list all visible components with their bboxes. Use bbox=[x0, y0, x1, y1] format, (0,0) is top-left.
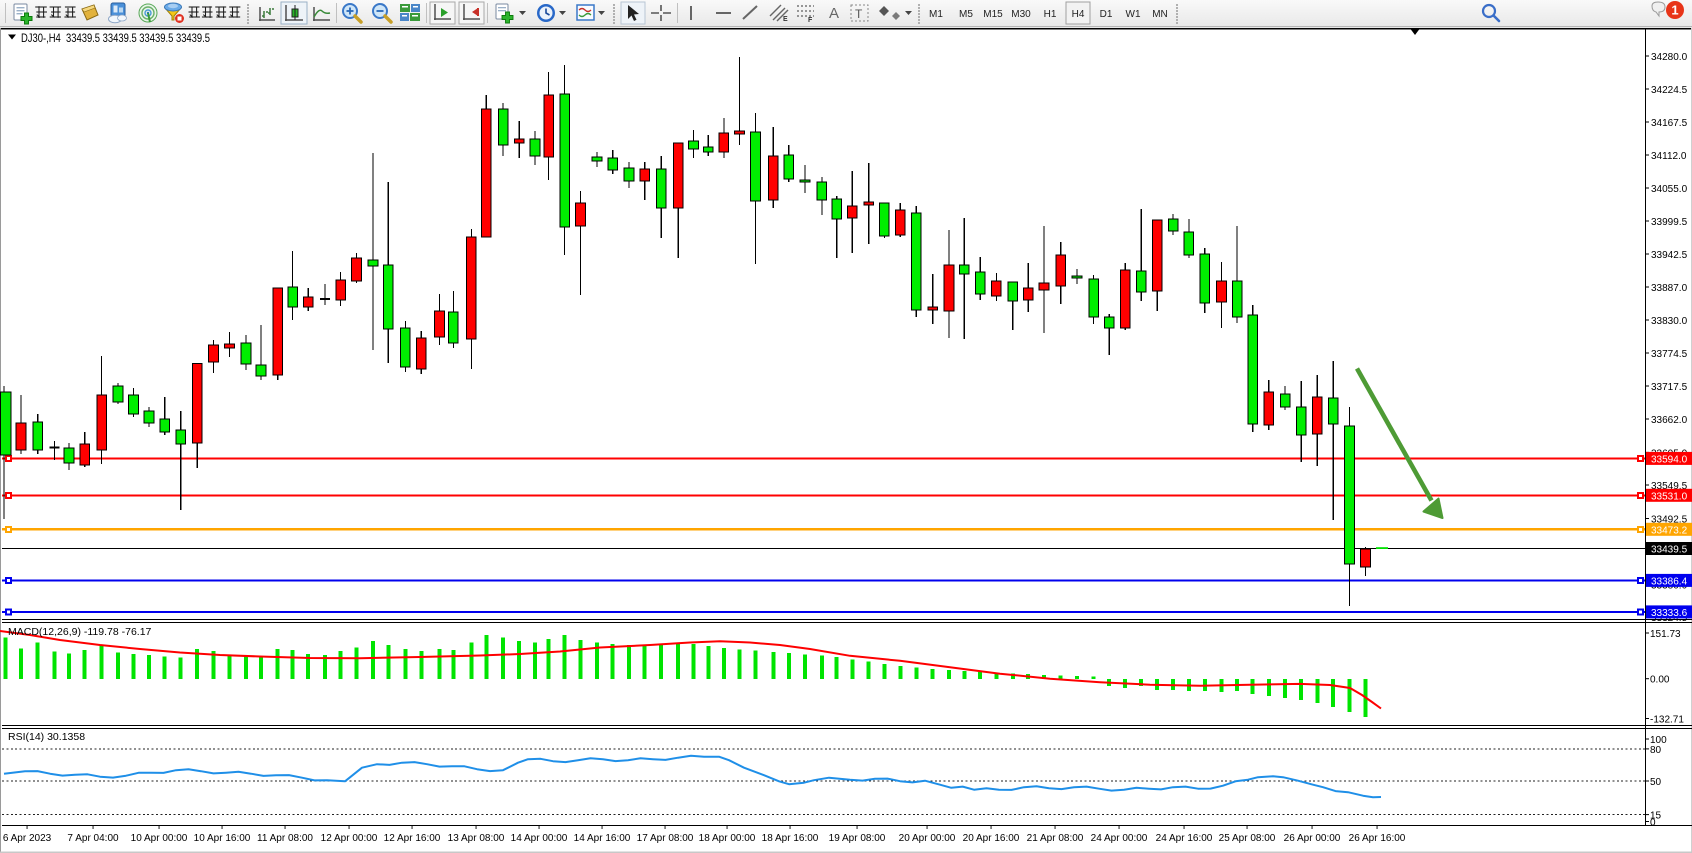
svg-text:24 Apr 00:00: 24 Apr 00:00 bbox=[1091, 833, 1148, 844]
svg-text:33774.5: 33774.5 bbox=[1651, 349, 1688, 360]
svg-text:33473.2: 33473.2 bbox=[1651, 525, 1688, 536]
svg-text:19 Apr 08:00: 19 Apr 08:00 bbox=[829, 833, 886, 844]
svg-text:W1: W1 bbox=[1126, 9, 1141, 20]
svg-text:10 Apr 00:00: 10 Apr 00:00 bbox=[131, 833, 188, 844]
svg-text:11 Apr 08:00: 11 Apr 08:00 bbox=[257, 833, 313, 844]
svg-text:M5: M5 bbox=[959, 9, 973, 20]
svg-text:6 Apr 2023: 6 Apr 2023 bbox=[3, 833, 52, 844]
svg-text:34167.5: 34167.5 bbox=[1651, 118, 1688, 129]
svg-text:13 Apr 08:00: 13 Apr 08:00 bbox=[448, 833, 505, 844]
svg-text:18 Apr 16:00: 18 Apr 16:00 bbox=[762, 833, 819, 844]
svg-text:26 Apr 16:00: 26 Apr 16:00 bbox=[1349, 833, 1406, 844]
svg-text:34224.5: 34224.5 bbox=[1651, 85, 1688, 96]
svg-text:H4: H4 bbox=[1072, 9, 1085, 20]
svg-text:33386.4: 33386.4 bbox=[1651, 576, 1688, 587]
svg-text:12 Apr 16:00: 12 Apr 16:00 bbox=[384, 833, 441, 844]
svg-text:34112.0: 34112.0 bbox=[1651, 151, 1687, 162]
svg-text:H1: H1 bbox=[1044, 9, 1057, 20]
svg-text:M1: M1 bbox=[929, 9, 943, 20]
svg-text:0: 0 bbox=[1650, 818, 1656, 829]
svg-text:1: 1 bbox=[1671, 3, 1678, 18]
svg-text:15: 15 bbox=[1650, 811, 1662, 822]
svg-text:33549.5: 33549.5 bbox=[1651, 481, 1688, 492]
svg-text:33594.0: 33594.0 bbox=[1651, 454, 1688, 465]
svg-text:7 Apr 04:00: 7 Apr 04:00 bbox=[67, 833, 119, 844]
svg-text:M15: M15 bbox=[983, 9, 1003, 20]
svg-text:33324.5: 33324.5 bbox=[1651, 613, 1688, 624]
svg-text:33439.5: 33439.5 bbox=[1651, 545, 1688, 556]
svg-text:50: 50 bbox=[1650, 777, 1662, 788]
svg-text:33830.0: 33830.0 bbox=[1651, 316, 1688, 327]
svg-text:-132.71: -132.71 bbox=[1650, 715, 1684, 726]
svg-text:33999.5: 33999.5 bbox=[1651, 217, 1688, 228]
svg-text:24 Apr 16:00: 24 Apr 16:00 bbox=[1156, 833, 1213, 844]
svg-text:D1: D1 bbox=[1100, 9, 1113, 20]
svg-text:18 Apr 00:00: 18 Apr 00:00 bbox=[699, 833, 756, 844]
svg-text:33531.0: 33531.0 bbox=[1651, 491, 1688, 502]
svg-text:RSI(14) 30.1358: RSI(14) 30.1358 bbox=[8, 731, 85, 743]
svg-text:33662.0: 33662.0 bbox=[1651, 415, 1688, 426]
svg-text:34280.0: 34280.0 bbox=[1651, 52, 1688, 63]
svg-text:20 Apr 00:00: 20 Apr 00:00 bbox=[899, 833, 956, 844]
svg-text:M30: M30 bbox=[1011, 9, 1031, 20]
svg-text:33717.5: 33717.5 bbox=[1651, 382, 1688, 393]
svg-text:21 Apr 08:00: 21 Apr 08:00 bbox=[1027, 833, 1084, 844]
svg-text:17 Apr 08:00: 17 Apr 08:00 bbox=[637, 833, 694, 844]
svg-text:34055.0: 34055.0 bbox=[1651, 184, 1688, 195]
svg-text:25 Apr 08:00: 25 Apr 08:00 bbox=[1219, 833, 1276, 844]
svg-text:14 Apr 00:00: 14 Apr 00:00 bbox=[511, 833, 568, 844]
svg-text:33887.0: 33887.0 bbox=[1651, 283, 1688, 294]
svg-text:33942.5: 33942.5 bbox=[1651, 250, 1688, 261]
svg-text:26 Apr 00:00: 26 Apr 00:00 bbox=[1284, 833, 1341, 844]
svg-text:F: F bbox=[808, 17, 813, 24]
svg-text:10 Apr 16:00: 10 Apr 16:00 bbox=[194, 833, 251, 844]
svg-text:T: T bbox=[855, 7, 863, 21]
svg-text:33333.6: 33333.6 bbox=[1651, 608, 1688, 619]
svg-text:DJ30-,H4 33439.5 33439.5 3343: DJ30-,H4 33439.5 33439.5 33439.5 33439.5 bbox=[21, 32, 210, 45]
svg-text:80: 80 bbox=[1650, 745, 1662, 756]
svg-text:151.73: 151.73 bbox=[1650, 629, 1681, 640]
svg-text:14 Apr 16:00: 14 Apr 16:00 bbox=[574, 833, 631, 844]
svg-text:E: E bbox=[783, 16, 788, 23]
svg-text:MN: MN bbox=[1152, 9, 1168, 20]
svg-text:20 Apr 16:00: 20 Apr 16:00 bbox=[963, 833, 1020, 844]
svg-text:0.00: 0.00 bbox=[1650, 675, 1670, 686]
svg-text:A: A bbox=[829, 5, 839, 22]
svg-text:12 Apr 00:00: 12 Apr 00:00 bbox=[321, 833, 378, 844]
svg-text:33492.5: 33492.5 bbox=[1651, 515, 1688, 526]
svg-text:100: 100 bbox=[1650, 735, 1667, 746]
svg-text:MACD(12,26,9) -119.78 -76.17: MACD(12,26,9) -119.78 -76.17 bbox=[8, 626, 152, 638]
